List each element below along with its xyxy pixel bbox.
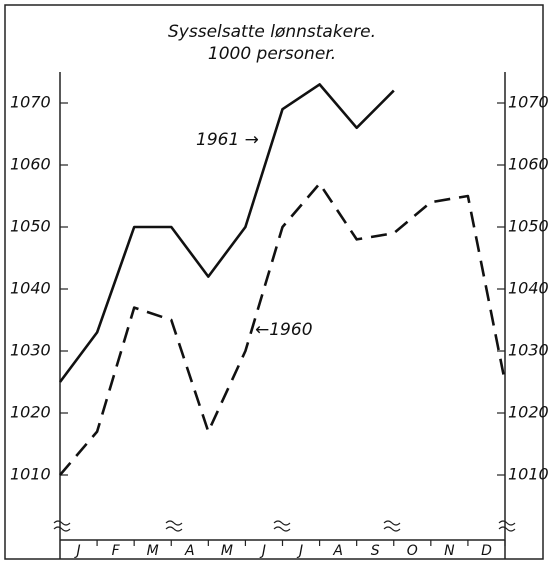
- chart-subtitle: 1000 personer.: [208, 44, 336, 64]
- y-tick-label: 1040: [508, 279, 548, 298]
- x-tick-label: A: [332, 543, 343, 559]
- x-tick-label: M: [221, 543, 233, 559]
- x-tick-label: M: [147, 543, 159, 559]
- y-tick-label: 1020: [10, 403, 51, 422]
- y-tick-label: 1070: [10, 93, 51, 112]
- y-tick-label: 1020: [508, 403, 548, 422]
- x-tick-label: D: [481, 543, 492, 559]
- y-tick-label: 1060: [508, 155, 548, 174]
- y-tick-label: 1030: [508, 341, 548, 360]
- x-tick-label: J: [259, 543, 266, 559]
- y-tick-label: 1010: [508, 465, 548, 484]
- x-tick-label: F: [112, 543, 121, 559]
- x-tick-label: O: [407, 543, 418, 559]
- x-tick-label: N: [444, 543, 455, 559]
- x-tick-label: J: [73, 543, 80, 559]
- chart-title: Sysselsatte lønnstakere.: [168, 22, 376, 42]
- y-tick-label: 1050: [10, 217, 51, 236]
- annotation: 1961 →: [196, 130, 259, 150]
- x-tick-label: A: [184, 543, 195, 559]
- x-tick-label: S: [371, 543, 380, 559]
- frame: [4, 4, 544, 560]
- annotation: ←1960: [255, 320, 313, 340]
- y-tick-label: 1010: [10, 465, 51, 484]
- x-tick-label: J: [296, 543, 303, 559]
- y-tick-label: 1050: [508, 217, 548, 236]
- y-tick-label: 1040: [10, 279, 51, 298]
- y-tick-label: 1060: [10, 155, 51, 174]
- series-line: [59, 182, 507, 476]
- series-line: [58, 83, 395, 383]
- y-tick-label: 1030: [10, 341, 51, 360]
- axis-breaks: [53, 520, 516, 532]
- y-tick-label: 1070: [508, 93, 548, 112]
